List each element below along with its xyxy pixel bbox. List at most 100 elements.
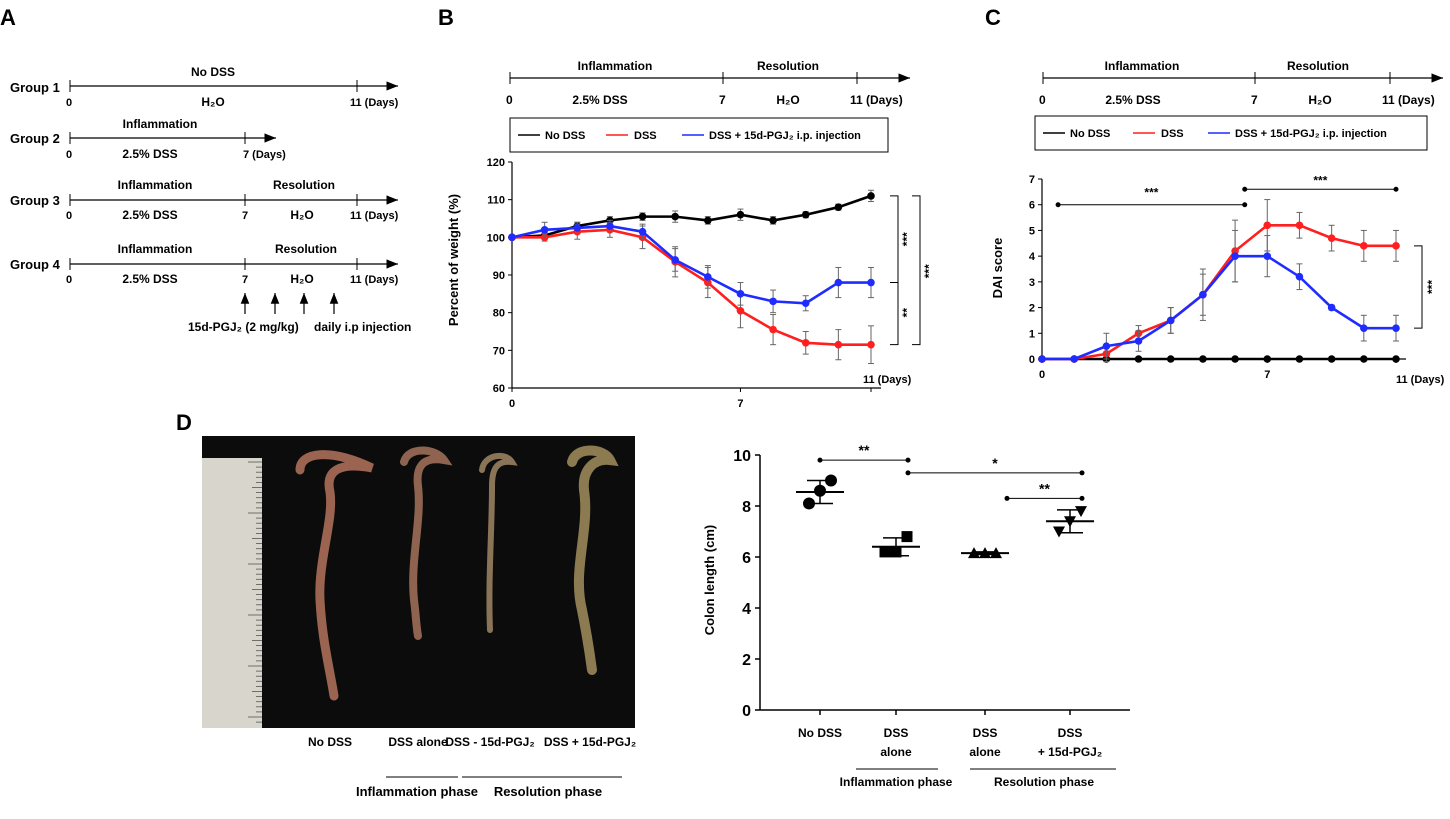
dai-sig-dot — [1055, 202, 1061, 208]
weight-sig-bracket-3 — [912, 195, 921, 346]
weight-ytick-label: 60 — [493, 383, 505, 395]
group4-top2: Resolution — [275, 242, 337, 256]
photo-label-dss-plus: DSS + 15d-PGJ₂ — [544, 735, 636, 749]
group1-end: 11 (Days) — [350, 97, 399, 109]
group1-bottom: H₂O — [201, 95, 224, 109]
dai-sig-label-3: *** — [1425, 280, 1439, 294]
weight-point-treated — [834, 278, 843, 287]
c-dss: 2.5% DSS — [1105, 93, 1160, 107]
group3-label: Group 3 — [10, 193, 60, 208]
weight-point-no-dss — [638, 212, 647, 221]
group2-top: Inflammation — [123, 117, 198, 131]
group4-bottom2: H₂O — [290, 272, 313, 286]
c-end: 11 (Days) — [1382, 93, 1435, 107]
b-legend-dss: DSS — [634, 130, 657, 142]
colon-photo — [202, 436, 635, 728]
weight-sig-bracket-1 — [890, 195, 899, 284]
photo-label-no-dss: No DSS — [308, 735, 352, 749]
colon-specimen-dss-alone — [400, 446, 453, 640]
colon-phase2: Resolution phase — [994, 775, 1094, 789]
weight-point-treated — [769, 297, 777, 306]
group4-start: 0 — [66, 274, 72, 286]
dai-point-treated — [1263, 252, 1272, 260]
colon-ytick-label: 8 — [742, 499, 751, 516]
group2-bottom: 2.5% DSS — [122, 147, 177, 161]
colon-group-label-2: + 15d-PGJ₂ — [1038, 745, 1102, 759]
b-legend-no-dss: No DSS — [545, 130, 585, 142]
weight-ytick-label: 120 — [487, 157, 505, 169]
dai-point-no-dss — [1295, 355, 1304, 363]
photo-label-dss-minus: DSS - 15d-PGJ₂ — [445, 735, 534, 749]
dai-ytick-label: 5 — [1029, 225, 1035, 237]
weight-point-dss — [834, 340, 843, 349]
group3-bottom1: 2.5% DSS — [122, 208, 177, 222]
dai-point-treated — [1199, 290, 1207, 299]
injection-text: daily i.p injection — [314, 320, 411, 334]
dai-point-dss — [1360, 242, 1368, 250]
weight-sig-label-2: ** — [900, 308, 914, 318]
colon-sig-3-label: ** — [1039, 480, 1050, 496]
weight-sig-bracket-2 — [890, 282, 899, 346]
colon-length-chart: 0 2 4 6 8 10 No DSS DSS alone DSS alone DSS + 15d-PG… — [733, 442, 1130, 759]
weight-point-dss — [769, 325, 777, 334]
group3-bottom2: H₂O — [290, 208, 313, 222]
dai-point-dss — [1263, 221, 1272, 230]
dai-point-no-dss — [1166, 355, 1175, 363]
colon-specimen-dss-plus — [567, 445, 619, 675]
dai-sig-label-1: *** — [1144, 186, 1158, 200]
dai-sig-bracket — [1414, 245, 1423, 329]
weight-point-no-dss — [867, 192, 875, 200]
group3-start: 0 — [66, 210, 72, 222]
ruler-ticks — [248, 461, 262, 723]
panel-a-letter: A — [0, 5, 16, 30]
colon-sig-3-dot — [1004, 495, 1010, 501]
colon-point-square — [901, 531, 913, 543]
weight-point-treated — [540, 226, 549, 234]
colon-group-label-1: DSS — [1058, 726, 1083, 740]
panel-b-letter: B — [438, 5, 454, 30]
weight-ytick-label: 90 — [493, 270, 505, 282]
dai-xtick-label: 0 — [1039, 369, 1045, 381]
dai-point-no-dss — [1263, 355, 1272, 363]
weight-point-treated — [671, 256, 679, 264]
weight-ytick-label: 100 — [487, 232, 505, 244]
weight-point-no-dss — [801, 210, 810, 219]
weight-sig-label-1: *** — [900, 232, 914, 246]
group4-end: 11 (Days) — [350, 274, 399, 286]
dai-ytick-label: 7 — [1029, 174, 1035, 186]
weight-ylabel: Percent of weight (%) — [446, 194, 461, 326]
weight-ytick-label: 110 — [487, 195, 505, 207]
weight-point-dss — [801, 339, 810, 347]
weight-point-no-dss — [704, 216, 712, 225]
weight-xlabel: 11 (Days) — [863, 374, 912, 386]
dai-point-treated — [1327, 303, 1336, 312]
weight-xtick-label: 0 — [509, 398, 515, 410]
colon-sig-2-label: * — [992, 455, 998, 471]
weight-point-dss — [867, 340, 875, 349]
weight-point-treated — [704, 273, 712, 281]
dai-ytick-label: 4 — [1029, 251, 1036, 263]
dai-point-treated — [1392, 324, 1400, 332]
group4-top1: Inflammation — [118, 242, 193, 256]
colon-ytick-label: 10 — [733, 448, 751, 465]
colon-phase1: Inflammation phase — [840, 775, 953, 789]
colon-group-label-2: alone — [880, 745, 912, 759]
group2-label: Group 2 — [10, 131, 60, 146]
dai-point-treated — [1166, 316, 1175, 325]
dai-series-line-treated — [1042, 254, 1396, 361]
dai-sig-dot — [1393, 186, 1399, 192]
colon-group-label-1: DSS — [973, 726, 998, 740]
weight-point-treated — [736, 290, 745, 298]
b-legend-treated: DSS + 15d-PGJ₂ i.p. injection — [709, 130, 861, 142]
weight-xtick-label: 7 — [737, 398, 743, 410]
dai-point-no-dss — [1360, 355, 1368, 363]
b-start: 0 — [506, 93, 513, 107]
b-legend-box — [509, 117, 889, 153]
dai-point-no-dss — [1199, 355, 1207, 363]
dai-point-treated — [1070, 355, 1078, 363]
c-phase1: Inflammation — [1105, 59, 1180, 73]
dai-point-no-dss — [1231, 355, 1239, 363]
dai-xtick-label: 7 — [1264, 369, 1270, 381]
